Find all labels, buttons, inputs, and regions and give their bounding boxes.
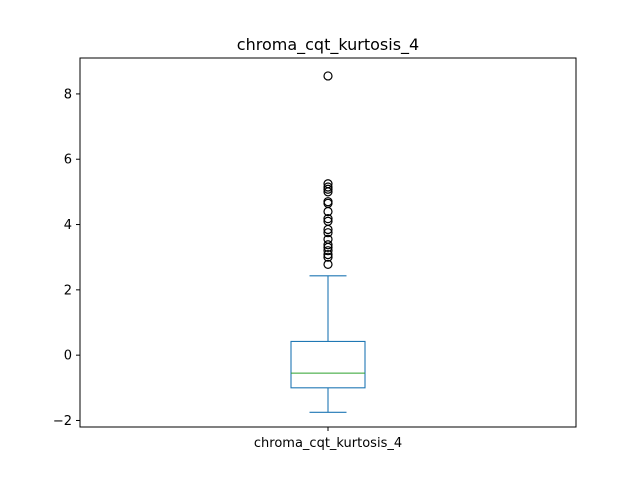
chart-title: chroma_cqt_kurtosis_4	[237, 35, 419, 55]
outlier-point	[323, 259, 333, 269]
outlier-point	[323, 179, 333, 189]
y-axis: −2 0 2 4 6 8	[53, 87, 80, 429]
outlier-point	[323, 216, 333, 226]
outlier-point	[323, 184, 333, 194]
y-tick-label: −2	[53, 414, 72, 429]
x-axis: chroma_cqt_kurtosis_4	[254, 427, 402, 451]
outlier-point	[323, 249, 333, 260]
box-iqr	[290, 340, 366, 389]
box-group	[290, 275, 366, 413]
outlier-point	[323, 182, 333, 192]
outlier-point	[323, 71, 333, 81]
plot-frame	[79, 57, 577, 428]
y-tick-label: 2	[64, 283, 72, 298]
outlier-group	[323, 71, 333, 269]
outlier-point	[323, 197, 333, 207]
outlier-point	[323, 252, 333, 262]
outlier-point	[323, 234, 333, 244]
y-tick-label: 4	[64, 218, 72, 233]
outlier-point	[323, 240, 333, 250]
x-tick-label: chroma_cqt_kurtosis_4	[254, 436, 402, 451]
y-tick-label: 0	[64, 349, 72, 364]
outlier-point	[323, 228, 333, 238]
outlier-point	[323, 214, 333, 224]
y-tick-label: 8	[64, 87, 72, 102]
outlier-point	[323, 246, 333, 256]
y-tick-label: 6	[64, 153, 72, 168]
